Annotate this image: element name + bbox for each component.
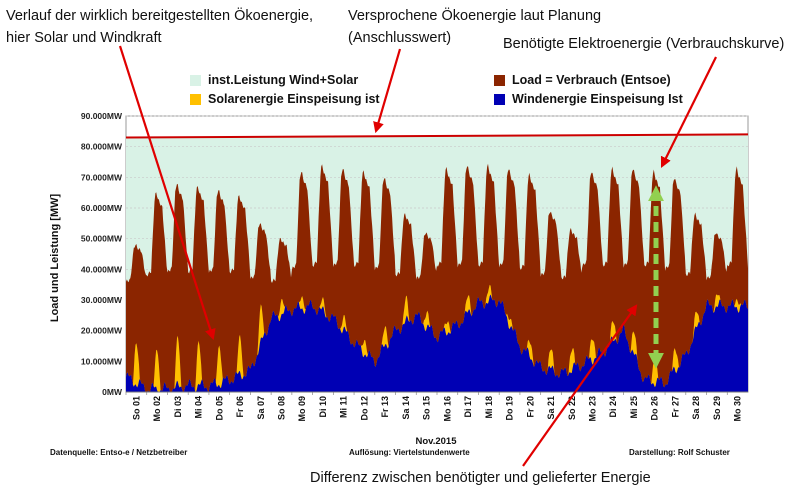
x-axis-label: Nov.2015 [415,436,457,447]
x-tick-label: Sa 28 [691,396,701,420]
y-tick-label: 80.000MW [81,142,123,152]
y-tick-label: 60.000MW [81,203,123,213]
x-tick-label: Mo 30 [733,396,743,422]
arrow-difference [522,304,638,467]
x-tick-label: Fr 13 [380,396,390,418]
x-tick-label: Sa 21 [546,396,556,420]
y-tick-label: 20.000MW [81,326,123,336]
x-tick-label: So 08 [277,396,287,420]
arrow-actual-eco-energy [118,45,216,341]
legend-swatch [190,74,201,86]
x-tick-label: Mo 02 [152,396,162,422]
annotation-line: hier Solar und Windkraft [6,30,162,46]
annotation-line: Verlauf der wirklich bereitgestellten Ök… [6,8,314,24]
x-tick-label: Fr 06 [235,396,245,418]
legend-swatch [494,74,505,86]
x-tick-label: Mi 18 [484,396,494,419]
x-tick-label: Do 19 [505,396,515,421]
legend-label: Solarenergie Einspeisung ist [208,92,380,106]
y-tick-label: 30.000MW [81,295,123,305]
x-tick-label: Di 24 [608,396,618,418]
legend-swatch [494,93,505,105]
y-tick-label: 70.000MW [81,172,123,182]
x-tick-label: Di 17 [463,396,473,418]
x-tick-label: So 01 [131,396,141,420]
x-tick-label: Do 12 [359,396,369,421]
x-tick-label: Fr 20 [525,396,535,418]
legend-solar: Solarenergie Einspeisung ist [190,92,380,106]
legend-installed: inst.Leistung Wind+Solar [190,73,358,87]
y-axis-label: Load und Leistung [MW] [49,194,61,323]
y-tick-label: 40.000MW [81,264,123,274]
x-tick-label: So 22 [567,396,577,420]
x-tick-label: Do 26 [650,396,660,421]
annotation-line: (Anschlusswert) [348,30,452,46]
annotation-actual-eco-energy: Verlauf der wirklich bereitgestellten Ök… [6,5,313,49]
x-tick-label: So 29 [712,396,722,420]
legend-label: inst.Leistung Wind+Solar [208,73,359,87]
x-tick-label: Sa 14 [401,396,411,420]
legend-label: Load = Verbrauch (Entsoe) [512,73,671,87]
x-tick-label: Fr 27 [670,396,680,418]
x-tick-label: Sa 07 [256,396,266,420]
annotation-promised-eco-energy: Versprochene Ökoenergie laut Planung (An… [348,5,601,49]
footer-resolution: Auflösung: Viertelstundenwerte [349,448,470,457]
footer-source: Datenquelle: Entso-e / Netzbetreiber [50,448,188,457]
x-tick-label: Mi 11 [339,396,349,418]
x-tick-label: Di 03 [173,396,183,418]
arrow-promised-eco-energy [373,48,402,134]
legend-label: Windenergie Einspeisung Ist [512,92,683,106]
y-tick-label: 50.000MW [81,234,123,244]
annotation-required-energy: Benötigte Elektroenergie (Verbrauchskurv… [503,36,785,52]
x-tick-label: Mi 25 [629,396,639,419]
footer-author: Darstellung: Rolf Schuster [629,448,730,457]
installed-capacity-line [125,133,749,139]
x-tick-label: Do 05 [214,396,224,421]
y-tick-label: 10.000MW [81,356,123,366]
arrow-required-energy [660,56,717,168]
x-tick-label: Mo 09 [297,396,307,422]
x-tick-label: Mi 04 [194,396,204,419]
x-tick-label: Mo 23 [588,396,598,422]
annotation-line: Versprochene Ökoenergie laut Planung [348,8,602,24]
x-tick-label: Mo 16 [442,396,452,422]
annotation-difference: Differenz zwischen benötigter und gelief… [310,470,651,486]
x-tick-label: So 15 [422,396,432,420]
y-tick-label: 90.000MW [81,111,123,121]
legend-load: Load = Verbrauch (Entsoe) [494,73,671,87]
y-tick-label: 0MW [102,387,123,397]
legend-swatch [190,93,201,105]
legend-wind: Windenergie Einspeisung Ist [494,92,683,106]
x-tick-label: Di 10 [318,396,328,418]
